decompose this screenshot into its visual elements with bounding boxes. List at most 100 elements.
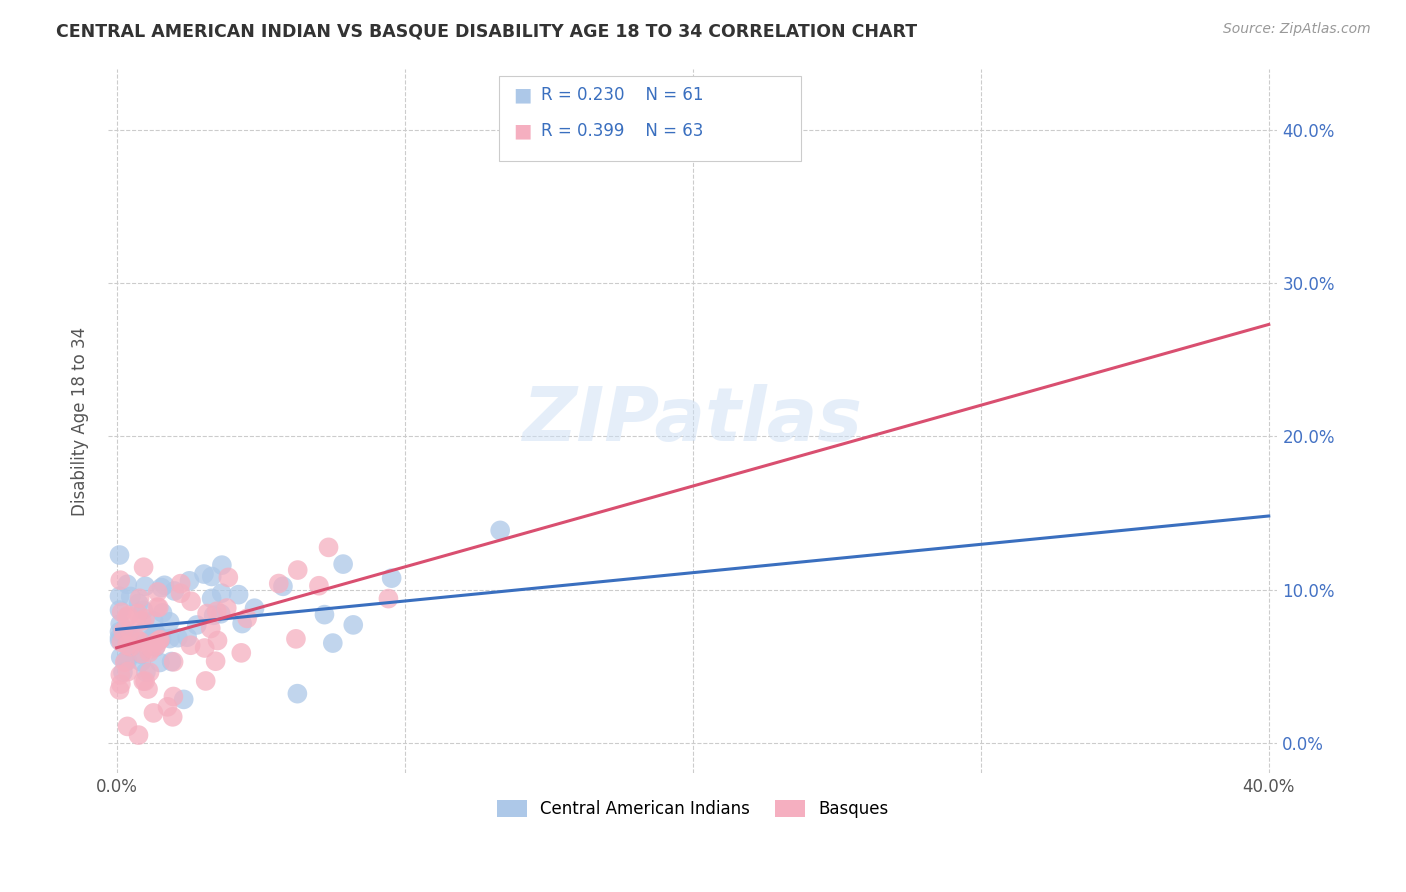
Point <box>108 617 131 632</box>
Point <box>131 625 153 640</box>
Point <box>156 699 179 714</box>
Point <box>150 581 173 595</box>
Point <box>117 719 139 733</box>
Point <box>186 618 208 632</box>
Point <box>377 591 399 606</box>
Point <box>148 600 170 615</box>
Point <box>125 632 148 646</box>
Legend: Central American Indians, Basques: Central American Indians, Basques <box>491 794 896 825</box>
Point <box>342 618 364 632</box>
Point <box>228 588 250 602</box>
Text: R = 0.399    N = 63: R = 0.399 N = 63 <box>541 122 703 140</box>
Point <box>134 612 156 626</box>
Point <box>153 578 176 592</box>
Point <box>215 601 238 615</box>
Point <box>108 631 131 645</box>
Point <box>117 577 139 591</box>
Point <box>381 571 404 585</box>
Point <box>124 637 146 651</box>
Point <box>150 632 173 646</box>
Point <box>332 557 354 571</box>
Point <box>211 586 233 600</box>
Point <box>141 641 163 656</box>
Point <box>118 639 141 653</box>
Point <box>201 569 224 583</box>
Point <box>128 591 150 606</box>
Point <box>169 576 191 591</box>
Point <box>180 638 202 652</box>
Point <box>135 665 157 679</box>
Point <box>160 655 183 669</box>
Point <box>308 579 330 593</box>
Point <box>204 654 226 668</box>
Point <box>202 608 225 623</box>
Point <box>159 615 181 629</box>
Text: R = 0.230    N = 61: R = 0.230 N = 61 <box>541 87 704 104</box>
Point <box>108 603 131 617</box>
Point <box>163 583 186 598</box>
Point <box>287 563 309 577</box>
Text: ZIPatlas: ZIPatlas <box>523 384 863 458</box>
Point <box>139 632 162 646</box>
Point <box>134 674 156 689</box>
Point <box>134 579 156 593</box>
Point <box>110 667 132 681</box>
Point <box>132 674 155 689</box>
Point <box>110 650 132 665</box>
Point <box>129 647 152 661</box>
Point <box>169 586 191 600</box>
Point <box>129 634 152 648</box>
Point <box>108 548 131 562</box>
Point <box>114 655 136 669</box>
Point <box>111 665 134 679</box>
Point <box>200 591 222 606</box>
Point <box>193 567 215 582</box>
Point <box>115 654 138 668</box>
Point <box>131 647 153 661</box>
Point <box>108 682 131 697</box>
Point <box>209 607 232 621</box>
Point <box>162 690 184 704</box>
Point <box>287 687 309 701</box>
Point <box>110 605 132 619</box>
Point <box>148 633 170 648</box>
Point <box>267 576 290 591</box>
Point <box>205 604 228 618</box>
Text: ■: ■ <box>513 121 531 141</box>
Point <box>145 627 167 641</box>
Point <box>194 640 217 655</box>
Point <box>200 622 222 636</box>
Point <box>195 607 218 621</box>
Point <box>194 673 217 688</box>
Point <box>243 601 266 615</box>
Point <box>110 635 132 649</box>
Point <box>115 610 138 624</box>
Point <box>118 627 141 641</box>
Point <box>112 624 135 639</box>
Point <box>146 585 169 599</box>
Point <box>128 728 150 742</box>
Point <box>142 706 165 720</box>
Point <box>145 639 167 653</box>
Point <box>110 573 132 587</box>
Point <box>180 594 202 608</box>
Point <box>131 614 153 628</box>
Point <box>138 665 160 680</box>
Point <box>128 596 150 610</box>
Point <box>284 632 307 646</box>
Point <box>114 654 136 668</box>
Point <box>108 624 131 639</box>
Point <box>236 611 259 625</box>
Point <box>231 646 253 660</box>
Point <box>149 632 172 647</box>
Point <box>108 633 131 648</box>
Point <box>314 607 336 622</box>
Point <box>145 635 167 649</box>
Point <box>173 692 195 706</box>
Point <box>120 640 142 654</box>
Point <box>145 626 167 640</box>
Point <box>108 589 131 603</box>
Point <box>115 638 138 652</box>
Point <box>322 636 344 650</box>
Point <box>211 558 233 573</box>
